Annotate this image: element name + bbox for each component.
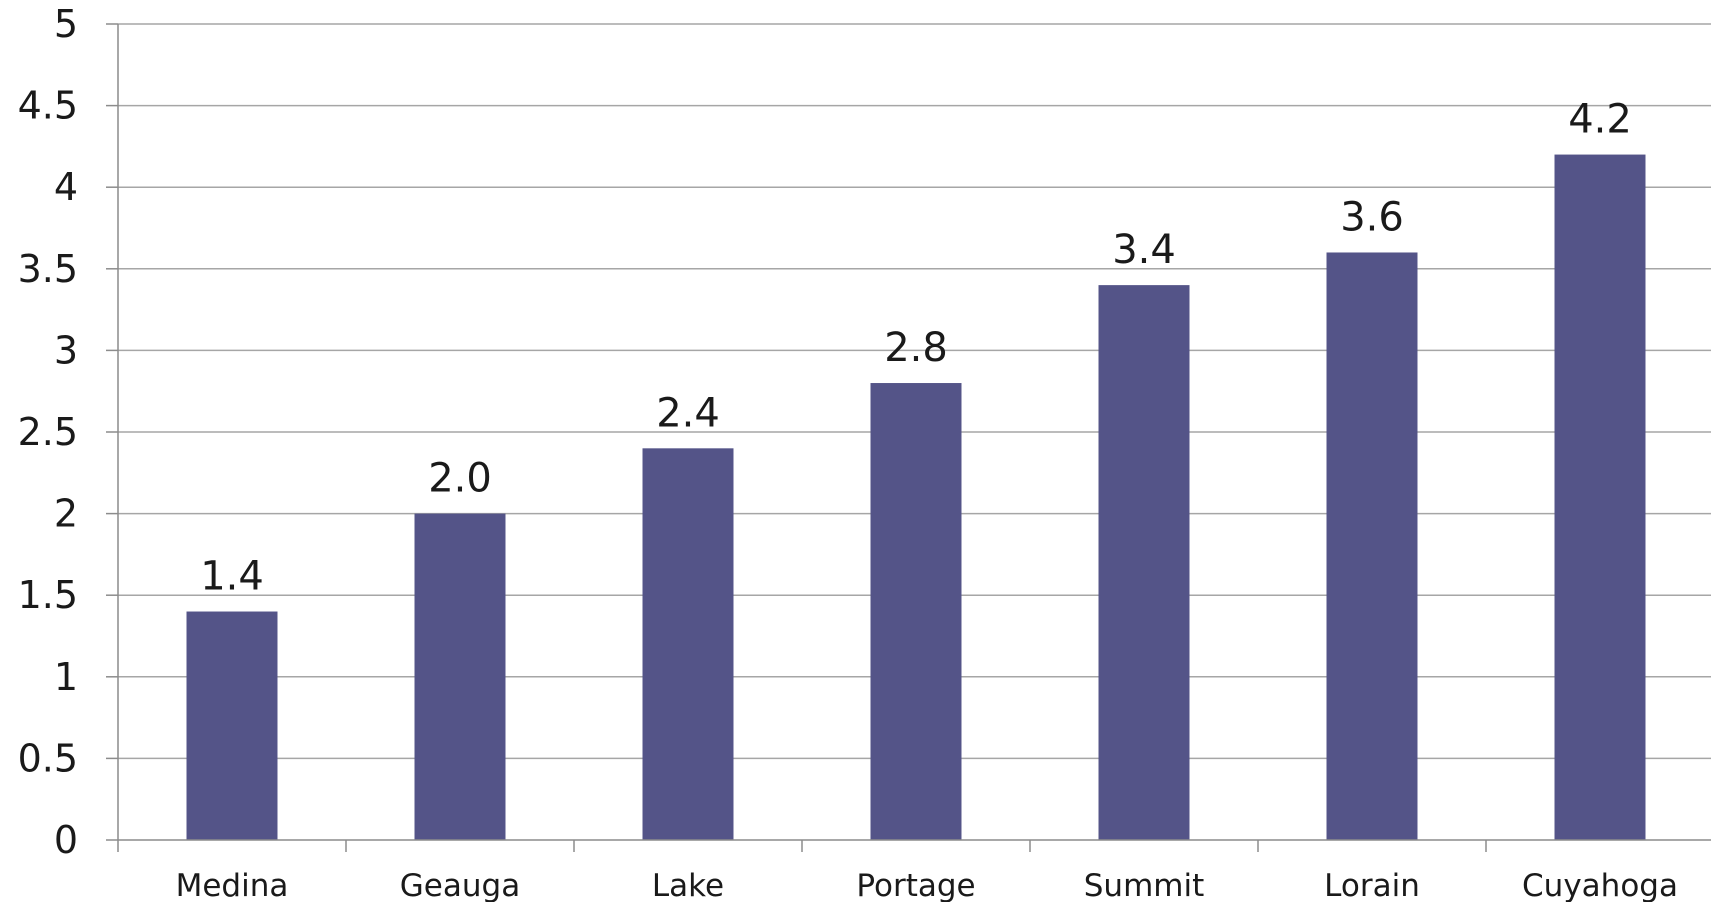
- x-tick-label: Geauga: [400, 868, 520, 902]
- x-tick-label: Summit: [1084, 868, 1205, 902]
- bar-cuyahoga: [1554, 154, 1646, 840]
- bar-portage: [870, 383, 962, 840]
- data-label: 2.4: [656, 390, 720, 436]
- y-tick-label: 3: [54, 328, 78, 372]
- x-tick-label: Lake: [652, 868, 724, 902]
- y-tick-label: 4.5: [18, 84, 78, 128]
- x-tick-label: Cuyahoga: [1522, 868, 1678, 902]
- data-label: 1.4: [200, 554, 264, 600]
- bar-medina: [186, 611, 278, 840]
- axes: [106, 23, 1711, 852]
- x-tick-label: Lorain: [1324, 868, 1420, 902]
- y-tick-label: 2: [54, 492, 78, 536]
- y-tick-label: 0: [54, 818, 78, 862]
- data-label: 2.8: [884, 325, 948, 371]
- x-tick-label: Medina: [176, 868, 289, 902]
- y-tick-label: 1.5: [18, 573, 78, 617]
- bar-summit: [1098, 285, 1190, 840]
- data-label: 3.6: [1340, 194, 1404, 240]
- data-label: 4.2: [1568, 97, 1632, 143]
- labels: 0 0.5 1 1.5 2 2.5 3 3.5 4 4.5 5 1.4 Medina 2.0 Geauga 2…: [18, 2, 1678, 902]
- y-tick-label: 1: [54, 655, 78, 699]
- x-tick-label: Portage: [856, 868, 975, 902]
- y-tick-label: 3.5: [18, 247, 78, 291]
- y-tick-label: 4: [54, 165, 78, 209]
- data-label: 2.0: [428, 456, 492, 502]
- y-tick-label: 0.5: [18, 736, 78, 780]
- data-label: 3.4: [1112, 227, 1176, 273]
- y-tick-label: 2.5: [18, 410, 78, 454]
- bar-lorain: [1326, 252, 1418, 841]
- bar-geauga: [414, 513, 506, 840]
- y-tick-label: 5: [54, 2, 78, 46]
- bars: [186, 154, 1646, 841]
- bar-lake: [642, 448, 734, 840]
